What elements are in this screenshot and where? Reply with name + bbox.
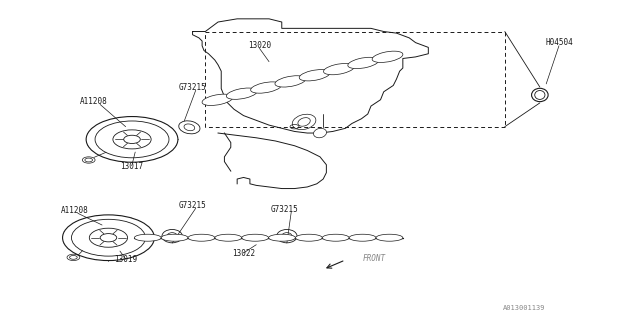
Ellipse shape [349,234,376,241]
Ellipse shape [179,121,200,134]
Ellipse shape [314,128,326,138]
Text: G73215: G73215 [179,83,207,92]
Circle shape [86,116,178,162]
Ellipse shape [323,234,349,241]
Ellipse shape [215,234,242,241]
Ellipse shape [242,234,269,241]
Text: G73215: G73215 [179,202,207,211]
Ellipse shape [162,229,182,243]
Text: A11208: A11208 [61,206,88,215]
Text: G73215: G73215 [271,205,299,214]
Text: H04504: H04504 [545,38,573,47]
Text: 13020: 13020 [248,41,271,50]
Text: 13017: 13017 [120,162,143,171]
Ellipse shape [134,234,161,241]
Ellipse shape [269,234,296,241]
Ellipse shape [227,88,257,99]
Text: 13022: 13022 [232,249,255,258]
Ellipse shape [296,234,322,241]
Text: FRONT: FRONT [363,254,386,263]
Ellipse shape [275,76,306,87]
Ellipse shape [188,234,215,241]
Text: A11208: A11208 [80,97,108,106]
Ellipse shape [532,88,548,102]
Ellipse shape [161,234,188,241]
Ellipse shape [202,94,233,106]
Ellipse shape [348,57,379,68]
Ellipse shape [292,114,316,130]
Ellipse shape [276,229,297,243]
Text: 13019: 13019 [114,255,137,264]
Ellipse shape [372,51,403,62]
Ellipse shape [324,63,355,75]
Circle shape [63,215,154,260]
Ellipse shape [300,69,330,81]
Text: A013001139: A013001139 [502,305,545,310]
Ellipse shape [251,82,282,93]
Ellipse shape [376,234,403,241]
